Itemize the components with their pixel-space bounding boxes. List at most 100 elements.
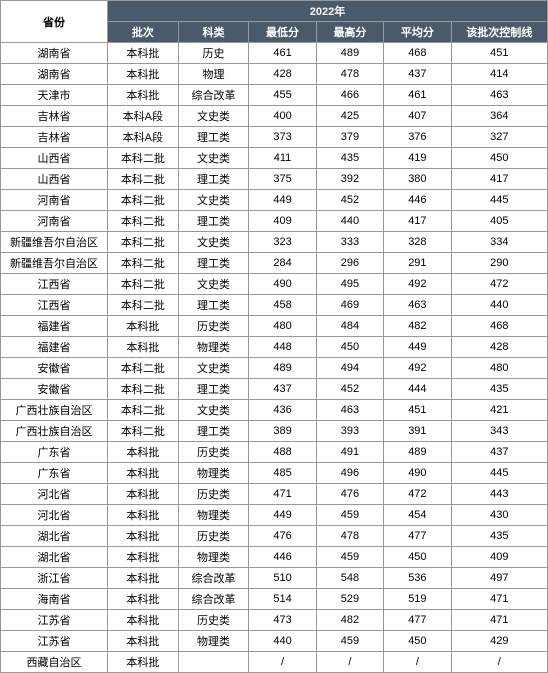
cell-min: 375 bbox=[249, 169, 316, 190]
cell-max: 491 bbox=[316, 442, 383, 463]
cell-max: 529 bbox=[316, 589, 383, 610]
cell-province: 河南省 bbox=[1, 211, 108, 232]
cell-ctrl: 443 bbox=[451, 484, 547, 505]
table-row: 湖南省本科批物理428478437414 bbox=[1, 64, 548, 85]
cell-max: 452 bbox=[316, 379, 383, 400]
table-row: 湖南省本科批历史461489468451 bbox=[1, 43, 548, 64]
cell-subject: 物理类 bbox=[178, 547, 249, 568]
cell-min: 389 bbox=[249, 421, 316, 442]
header-ctrl: 该批次控制线 bbox=[451, 22, 547, 43]
cell-ctrl: 471 bbox=[451, 610, 547, 631]
cell-batch: 本科批 bbox=[108, 337, 179, 358]
cell-avg: 419 bbox=[384, 148, 451, 169]
cell-province: 江苏省 bbox=[1, 631, 108, 652]
table-row: 广东省本科批物理类485496490445 bbox=[1, 463, 548, 484]
cell-avg: 450 bbox=[384, 547, 451, 568]
cell-min: 400 bbox=[249, 106, 316, 127]
table-row: 安徽省本科二批理工类437452444435 bbox=[1, 379, 548, 400]
table-row: 海南省本科批综合改革514529519471 bbox=[1, 589, 548, 610]
cell-ctrl: 435 bbox=[451, 379, 547, 400]
cell-min: 411 bbox=[249, 148, 316, 169]
cell-ctrl: 327 bbox=[451, 127, 547, 148]
cell-subject: 综合改革 bbox=[178, 568, 249, 589]
cell-province: 西藏自治区 bbox=[1, 652, 108, 673]
cell-subject: 历史类 bbox=[178, 526, 249, 547]
table-row: 河南省本科二批理工类409440417405 bbox=[1, 211, 548, 232]
cell-subject: 文史类 bbox=[178, 190, 249, 211]
cell-max: 425 bbox=[316, 106, 383, 127]
cell-avg: 417 bbox=[384, 211, 451, 232]
cell-province: 湖北省 bbox=[1, 547, 108, 568]
cell-avg: 376 bbox=[384, 127, 451, 148]
cell-batch: 本科A段 bbox=[108, 127, 179, 148]
cell-batch: 本科批 bbox=[108, 652, 179, 673]
table-row: 河北省本科批历史类471476472443 bbox=[1, 484, 548, 505]
table-row: 吉林省本科A段理工类373379376327 bbox=[1, 127, 548, 148]
cell-ctrl: 471 bbox=[451, 589, 547, 610]
cell-subject: 理工类 bbox=[178, 421, 249, 442]
cell-batch: 本科二批 bbox=[108, 148, 179, 169]
cell-subject: 综合改革 bbox=[178, 85, 249, 106]
table-row: 湖北省本科批历史类476478477435 bbox=[1, 526, 548, 547]
cell-avg: 328 bbox=[384, 232, 451, 253]
cell-batch: 本科二批 bbox=[108, 379, 179, 400]
cell-province: 天津市 bbox=[1, 85, 108, 106]
cell-max: 496 bbox=[316, 463, 383, 484]
cell-province: 山西省 bbox=[1, 148, 108, 169]
cell-avg: 437 bbox=[384, 64, 451, 85]
cell-subject: 综合改革 bbox=[178, 589, 249, 610]
cell-max: 548 bbox=[316, 568, 383, 589]
header-province: 省份 bbox=[1, 1, 108, 43]
cell-min: 458 bbox=[249, 295, 316, 316]
cell-ctrl: 445 bbox=[451, 190, 547, 211]
cell-min: 449 bbox=[249, 190, 316, 211]
cell-province: 广东省 bbox=[1, 442, 108, 463]
cell-avg: 477 bbox=[384, 526, 451, 547]
cell-avg: 380 bbox=[384, 169, 451, 190]
cell-ctrl: 445 bbox=[451, 463, 547, 484]
cell-batch: 本科批 bbox=[108, 85, 179, 106]
cell-max: 452 bbox=[316, 190, 383, 211]
cell-province: 河北省 bbox=[1, 484, 108, 505]
header-min: 最低分 bbox=[249, 22, 316, 43]
table-row: 湖北省本科批物理类446459450409 bbox=[1, 547, 548, 568]
table-row: 江苏省本科批物理类440459450429 bbox=[1, 631, 548, 652]
cell-ctrl: 463 bbox=[451, 85, 547, 106]
table-row: 新疆维吾尔自治区本科二批理工类284296291290 bbox=[1, 253, 548, 274]
cell-max: 459 bbox=[316, 547, 383, 568]
cell-province: 山西省 bbox=[1, 169, 108, 190]
cell-ctrl: / bbox=[451, 652, 547, 673]
cell-max: / bbox=[316, 652, 383, 673]
cell-batch: 本科批 bbox=[108, 64, 179, 85]
cell-avg: 461 bbox=[384, 85, 451, 106]
cell-max: 459 bbox=[316, 505, 383, 526]
cell-ctrl: 334 bbox=[451, 232, 547, 253]
cell-batch: 本科二批 bbox=[108, 253, 179, 274]
cell-max: 450 bbox=[316, 337, 383, 358]
cell-avg: 492 bbox=[384, 358, 451, 379]
cell-batch: 本科批 bbox=[108, 463, 179, 484]
cell-batch: 本科二批 bbox=[108, 190, 179, 211]
header-max: 最高分 bbox=[316, 22, 383, 43]
cell-avg: 446 bbox=[384, 190, 451, 211]
cell-min: 446 bbox=[249, 547, 316, 568]
cell-avg: 454 bbox=[384, 505, 451, 526]
cell-max: 393 bbox=[316, 421, 383, 442]
table-row: 福建省本科批历史类480484482468 bbox=[1, 316, 548, 337]
cell-subject: 文史类 bbox=[178, 106, 249, 127]
cell-province: 新疆维吾尔自治区 bbox=[1, 253, 108, 274]
table-row: 吉林省本科A段文史类400425407364 bbox=[1, 106, 548, 127]
cell-subject: 理工类 bbox=[178, 211, 249, 232]
cell-province: 广西壮族自治区 bbox=[1, 421, 108, 442]
cell-province: 福建省 bbox=[1, 337, 108, 358]
table-row: 安徽省本科二批文史类489494492480 bbox=[1, 358, 548, 379]
admission-scores-table: 省份 2022年 批次 科类 最低分 最高分 平均分 该批次控制线 湖南省本科批… bbox=[0, 0, 548, 673]
table-header: 省份 2022年 批次 科类 最低分 最高分 平均分 该批次控制线 bbox=[1, 1, 548, 43]
header-batch: 批次 bbox=[108, 22, 179, 43]
cell-max: 333 bbox=[316, 232, 383, 253]
cell-subject: 物理类 bbox=[178, 505, 249, 526]
cell-subject: 历史类 bbox=[178, 610, 249, 631]
cell-province: 广东省 bbox=[1, 463, 108, 484]
table-row: 山西省本科二批理工类375392380417 bbox=[1, 169, 548, 190]
cell-province: 湖北省 bbox=[1, 526, 108, 547]
